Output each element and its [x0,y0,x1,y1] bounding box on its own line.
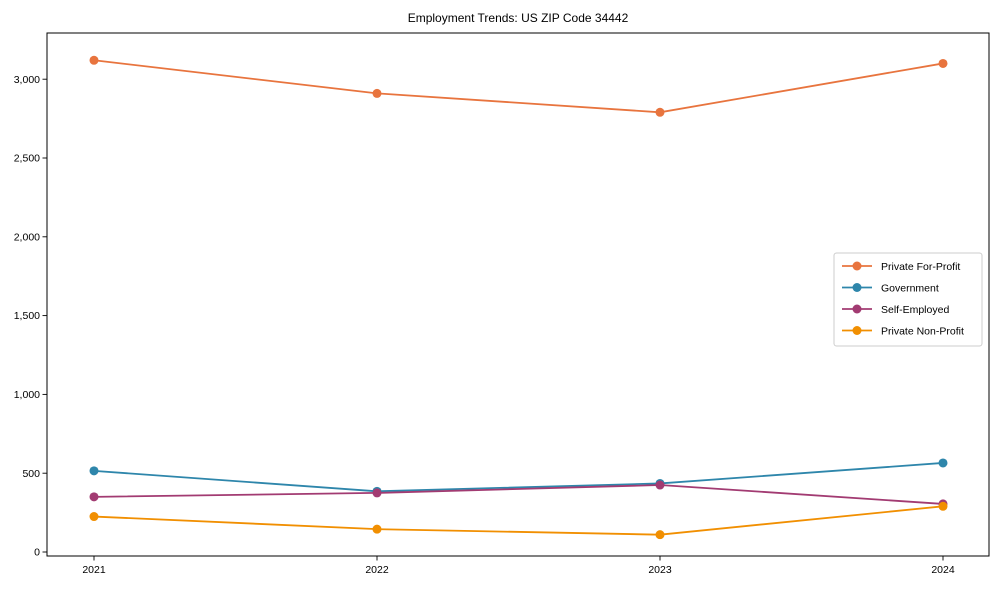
data-point [655,530,665,540]
data-point [89,512,99,522]
data-point [372,488,382,498]
data-point [655,107,665,117]
data-point [372,524,382,534]
legend-item: Government [842,282,939,294]
data-point [938,58,948,68]
legend-frame [833,252,983,347]
data-point [372,88,382,98]
data-point [89,466,99,476]
series-line [93,484,944,505]
series-private-non-profit [89,501,948,540]
series-line [93,462,944,493]
data-point [89,492,99,502]
y-tick-label: 0 [34,547,40,559]
data-point [938,458,948,468]
y-tick-label: 2,500 [14,153,40,165]
x-tick-label: 2022 [365,564,389,576]
series-line [93,59,944,114]
x-tick-label: 2024 [931,564,955,576]
legend-label: Self-Employed [881,304,949,316]
y-tick-label: 1,000 [14,389,40,401]
legend-marker [852,304,862,314]
legend: Private For-Profit Government Self-Employe… [833,252,983,347]
plot-area [47,33,989,556]
legend-item: Self-Employed [842,304,949,316]
y-tick-label: 1,500 [14,310,40,322]
legend-item: Private For-Profit [842,261,960,273]
y-tick-label: 500 [22,468,40,480]
series-self-employed [89,480,948,509]
legend-label: Private Non-Profit [881,325,964,337]
legend-marker [852,283,862,292]
legend-marker [852,261,862,271]
legend-label: Private For-Profit [881,261,960,273]
legend-item: Private Non-Profit [842,325,964,337]
y-tick-label: 2,000 [14,231,40,243]
y-tick-label: 3,000 [14,74,40,86]
legend-label: Government [881,282,939,294]
plot-frame [46,32,990,557]
data-point [89,55,99,65]
legend-marker [852,326,862,335]
series-line [93,505,944,536]
x-tick-label: 2023 [648,564,672,576]
series-private-for-profit [89,55,948,117]
x-tick-label: 2021 [82,564,106,576]
data-point [655,480,665,490]
chart-title: Employment Trends: US ZIP Code 34442 [407,11,629,25]
data-point [938,501,948,511]
